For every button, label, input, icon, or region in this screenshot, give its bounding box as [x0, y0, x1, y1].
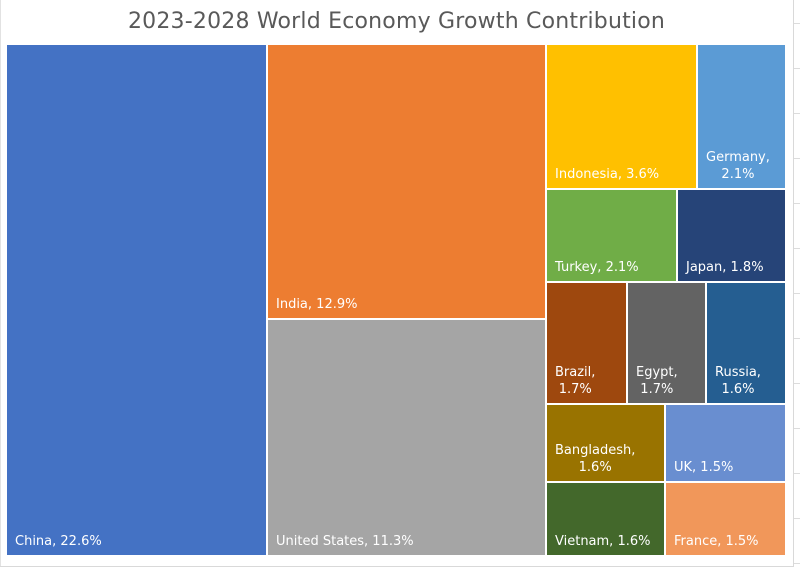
- gridline-stub: [794, 383, 800, 384]
- tile-label-india: India, 12.9%: [276, 296, 358, 312]
- treemap-tile-china[interactable]: China, 22.6%: [7, 45, 266, 555]
- tile-label-russia: Russia, 1.6%: [715, 364, 761, 397]
- tile-label-japan: Japan, 1.8%: [686, 259, 764, 275]
- worksheet-row-gridlines: [794, 0, 800, 566]
- tile-label-united-states: United States, 11.3%: [276, 533, 414, 549]
- gridline-stub: [794, 68, 800, 69]
- treemap-tile-japan[interactable]: Japan, 1.8%: [678, 190, 785, 281]
- treemap-tile-indonesia[interactable]: Indonesia, 3.6%: [547, 45, 696, 188]
- treemap-tile-brazil[interactable]: Brazil, 1.7%: [547, 283, 626, 403]
- tile-label-turkey: Turkey, 2.1%: [555, 259, 639, 275]
- worksheet-column-gridline: [793, 0, 794, 566]
- tile-label-china: China, 22.6%: [15, 533, 102, 549]
- gridline-stub: [794, 338, 800, 339]
- tile-label-egypt: Egypt, 1.7%: [636, 364, 678, 397]
- tile-label-indonesia: Indonesia, 3.6%: [555, 166, 660, 182]
- treemap-tile-turkey[interactable]: Turkey, 2.1%: [547, 190, 676, 281]
- treemap-tile-france[interactable]: France, 1.5%: [666, 483, 785, 555]
- tile-label-france: France, 1.5%: [674, 533, 759, 549]
- treemap-tile-russia[interactable]: Russia, 1.6%: [707, 283, 785, 403]
- treemap-tile-uk[interactable]: UK, 1.5%: [666, 405, 785, 481]
- gridline-stub: [794, 113, 800, 114]
- tile-label-brazil: Brazil, 1.7%: [555, 364, 596, 397]
- tile-label-vietnam: Vietnam, 1.6%: [555, 533, 651, 549]
- chart-title: 2023-2028 World Economy Growth Contribut…: [127, 9, 666, 34]
- gridline-stub: [794, 428, 800, 429]
- treemap-tile-india[interactable]: India, 12.9%: [268, 45, 545, 318]
- treemap-tile-united-states[interactable]: United States, 11.3%: [268, 320, 545, 555]
- chart-left-border: [0, 0, 1, 566]
- gridline-stub: [794, 158, 800, 159]
- treemap-tile-vietnam[interactable]: Vietnam, 1.6%: [547, 483, 664, 555]
- tile-label-germany: Germany, 2.1%: [706, 149, 770, 182]
- gridline-stub: [794, 203, 800, 204]
- treemap-tile-bangladesh[interactable]: Bangladesh, 1.6%: [547, 405, 664, 481]
- treemap-tile-egypt[interactable]: Egypt, 1.7%: [628, 283, 705, 403]
- gridline-stub: [794, 248, 800, 249]
- gridline-stub: [794, 518, 800, 519]
- gridline-stub: [794, 23, 800, 24]
- gridline-stub: [794, 293, 800, 294]
- chart-bottom-border: [0, 566, 794, 567]
- tile-label-bangladesh: Bangladesh, 1.6%: [555, 442, 636, 475]
- gridline-stub: [794, 563, 800, 564]
- tile-label-uk: UK, 1.5%: [674, 459, 734, 475]
- gridline-stub: [794, 473, 800, 474]
- treemap-tile-germany[interactable]: Germany, 2.1%: [698, 45, 785, 188]
